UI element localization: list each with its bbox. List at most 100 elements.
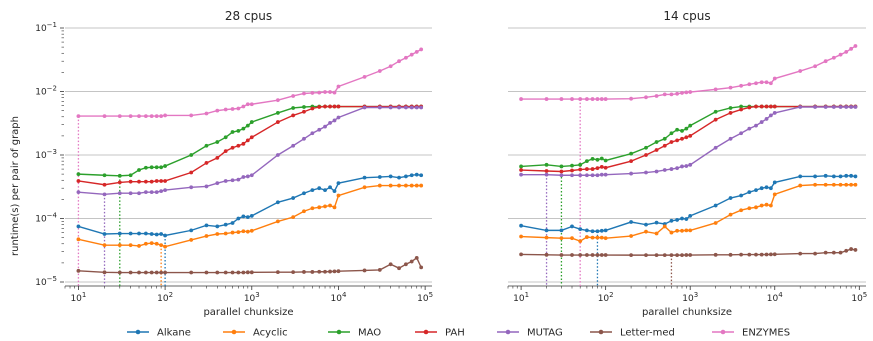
data-point <box>236 128 241 133</box>
data-point <box>154 190 159 195</box>
data-point <box>559 173 564 178</box>
data-point <box>688 123 693 128</box>
data-point <box>223 222 228 227</box>
data-point <box>768 104 773 109</box>
series-mutag <box>76 105 424 197</box>
data-point <box>688 228 693 233</box>
data-point <box>404 105 408 110</box>
data-point <box>853 182 858 187</box>
data-point <box>739 208 744 213</box>
data-point <box>684 135 689 140</box>
data-point <box>245 102 250 107</box>
data-point <box>754 252 758 257</box>
data-point <box>362 105 367 110</box>
data-point <box>149 114 154 118</box>
data-point <box>654 148 659 152</box>
data-point <box>149 165 154 170</box>
panel-14-cpus: 14 cpus 101 102 103 104 105 parallel chunksize <box>507 9 867 318</box>
data-point <box>684 228 689 233</box>
data-point <box>377 268 382 272</box>
legend-item-mutag: MUTAG <box>497 328 563 339</box>
data-point <box>154 179 159 183</box>
data-point <box>291 270 296 275</box>
data-point <box>189 228 194 233</box>
data-point <box>772 252 777 257</box>
x-tick-label: 101 <box>513 291 529 304</box>
data-point <box>230 130 235 134</box>
data-point <box>675 166 680 171</box>
data-point <box>584 167 589 171</box>
data-point <box>764 252 769 257</box>
x-tick-label: 102 <box>598 291 614 304</box>
data-point <box>654 220 659 225</box>
data-point <box>844 105 849 109</box>
x-axis-label: parallel chunksize <box>642 307 732 318</box>
x-tick-label: 105 <box>851 291 867 304</box>
data-point <box>662 253 667 258</box>
data-point <box>362 268 367 273</box>
data-point <box>684 217 689 221</box>
data-point <box>149 232 154 236</box>
legend-label: MAO <box>358 328 381 339</box>
legend-item-acyclic: Acyclic <box>223 328 288 339</box>
data-point <box>137 179 141 184</box>
data-point <box>149 179 154 184</box>
data-point <box>332 269 337 274</box>
data-point <box>739 107 744 112</box>
data-point <box>149 241 154 245</box>
data-point <box>154 270 159 275</box>
data-point <box>128 173 133 178</box>
data-point <box>739 131 744 136</box>
data-point <box>317 105 322 109</box>
data-point <box>236 143 241 148</box>
data-point <box>629 220 634 224</box>
series-acyclic <box>76 183 424 249</box>
data-point <box>603 97 608 101</box>
data-point <box>317 127 322 132</box>
legend-label: MUTAG <box>527 328 563 339</box>
data-point <box>336 269 341 274</box>
legend-marker <box>423 329 429 335</box>
legend-marker <box>135 329 141 335</box>
data-point <box>249 270 254 275</box>
data-point <box>215 108 220 113</box>
data-point <box>323 104 327 109</box>
data-point <box>310 91 315 95</box>
data-point <box>204 270 209 275</box>
data-point <box>154 114 159 118</box>
data-point <box>323 188 327 193</box>
data-point <box>128 231 133 236</box>
data-point <box>544 172 549 177</box>
data-point <box>578 173 583 178</box>
data-point <box>772 111 777 115</box>
data-point <box>223 231 228 236</box>
panel-28-cpus: 28 cpus 101 102 103 104 105 parallel chunksize… <box>35 9 433 318</box>
data-point <box>310 188 315 193</box>
data-point <box>675 138 680 143</box>
legend-marker <box>720 329 726 335</box>
data-point <box>245 270 250 275</box>
data-point <box>688 253 693 257</box>
data-point <box>853 105 858 109</box>
data-point <box>154 165 159 170</box>
data-point <box>599 228 604 233</box>
data-point <box>163 270 168 275</box>
data-point <box>644 153 648 157</box>
data-point <box>332 90 337 95</box>
data-point <box>414 172 419 177</box>
x-tick-label: 105 <box>417 291 433 304</box>
data-point <box>245 123 250 128</box>
data-point <box>599 164 604 169</box>
legend-item-enzymes: ENZYMES <box>712 328 790 339</box>
data-point <box>404 183 408 188</box>
data-point <box>249 213 254 218</box>
data-point <box>747 82 752 87</box>
data-point <box>590 173 595 178</box>
data-point <box>570 224 574 229</box>
data-point <box>215 181 220 186</box>
data-point <box>189 153 194 157</box>
data-point <box>713 87 718 92</box>
data-point <box>759 203 764 208</box>
data-point <box>102 192 107 197</box>
data-point <box>310 270 315 274</box>
